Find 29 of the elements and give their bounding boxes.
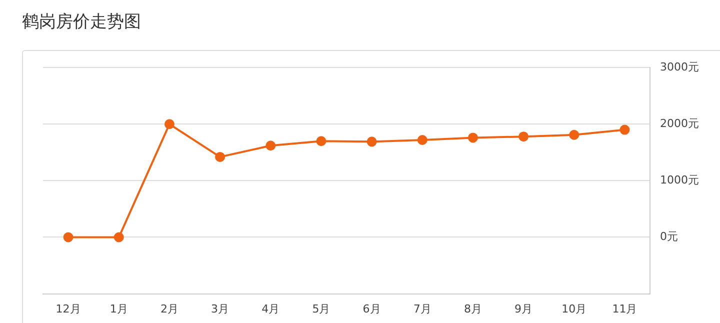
point bbox=[114, 232, 124, 242]
point bbox=[316, 136, 326, 146]
x-tick-label: 12月 bbox=[56, 302, 81, 316]
x-tick-label: 6月 bbox=[362, 302, 381, 316]
x-tick-label: 8月 bbox=[464, 302, 482, 316]
point bbox=[468, 132, 478, 143]
point bbox=[266, 140, 276, 151]
y-tick-label: 2000元 bbox=[660, 117, 700, 130]
point bbox=[620, 124, 630, 135]
point bbox=[63, 232, 74, 242]
y-tick-label: 0元 bbox=[660, 230, 678, 244]
x-tick-label: 9月 bbox=[514, 302, 533, 316]
y-tick-label: 3000元 bbox=[660, 60, 700, 74]
point bbox=[518, 132, 529, 142]
x-tick-label: 10月 bbox=[562, 302, 587, 316]
y-tick-label: 1000元 bbox=[660, 174, 700, 187]
x-tick-label: 2月 bbox=[160, 302, 178, 316]
x-tick-label: 5月 bbox=[312, 302, 330, 316]
point bbox=[215, 152, 226, 162]
x-tick-label: 7月 bbox=[413, 302, 432, 316]
point bbox=[569, 130, 580, 140]
point bbox=[164, 119, 174, 130]
chart-title: 鹤岗房价走势图 bbox=[22, 11, 141, 33]
x-tick-label: 1月 bbox=[110, 302, 128, 316]
x-tick-label: 3月 bbox=[211, 302, 230, 316]
x-tick-label: 4月 bbox=[262, 302, 280, 316]
point bbox=[366, 136, 377, 147]
x-tick-label: 11月 bbox=[612, 302, 638, 316]
point bbox=[417, 134, 428, 145]
